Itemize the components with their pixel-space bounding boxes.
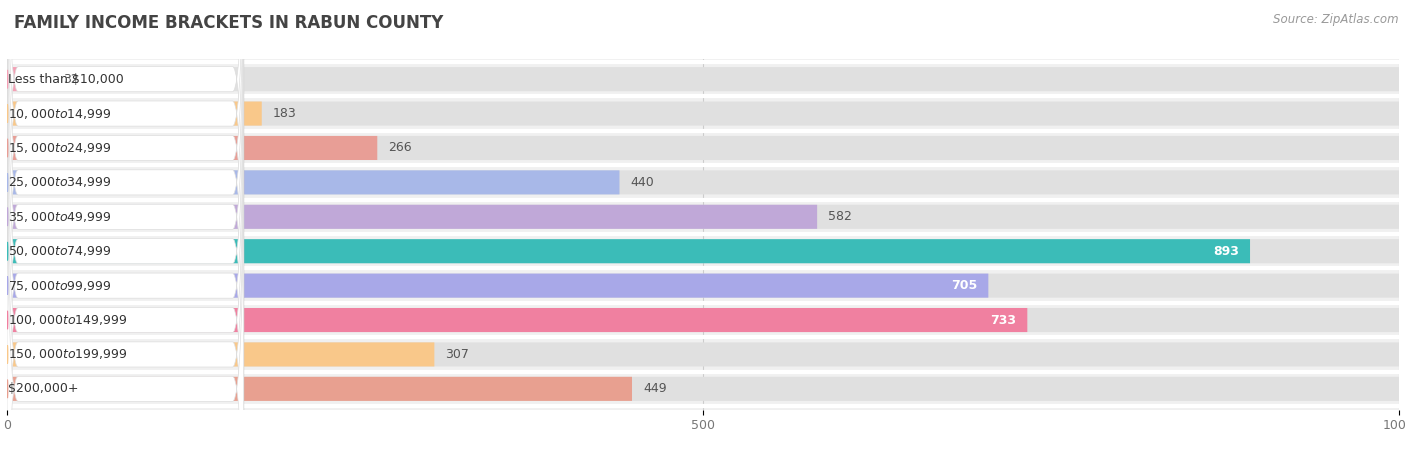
- FancyBboxPatch shape: [7, 274, 1399, 297]
- FancyBboxPatch shape: [7, 102, 1399, 126]
- Text: $35,000 to $49,999: $35,000 to $49,999: [7, 210, 111, 224]
- Text: 893: 893: [1213, 245, 1239, 258]
- FancyBboxPatch shape: [7, 102, 262, 126]
- FancyBboxPatch shape: [7, 239, 1250, 263]
- FancyBboxPatch shape: [7, 0, 243, 450]
- FancyBboxPatch shape: [7, 0, 243, 450]
- Text: 183: 183: [273, 107, 297, 120]
- FancyBboxPatch shape: [7, 274, 988, 297]
- FancyBboxPatch shape: [7, 377, 633, 401]
- FancyBboxPatch shape: [7, 67, 52, 91]
- Text: $150,000 to $199,999: $150,000 to $199,999: [7, 347, 127, 361]
- FancyBboxPatch shape: [7, 342, 434, 366]
- FancyBboxPatch shape: [7, 308, 1399, 332]
- Text: FAMILY INCOME BRACKETS IN RABUN COUNTY: FAMILY INCOME BRACKETS IN RABUN COUNTY: [14, 14, 443, 32]
- FancyBboxPatch shape: [7, 308, 1028, 332]
- FancyBboxPatch shape: [7, 0, 243, 376]
- Text: $75,000 to $99,999: $75,000 to $99,999: [7, 279, 111, 292]
- FancyBboxPatch shape: [7, 0, 243, 411]
- FancyBboxPatch shape: [7, 171, 620, 194]
- FancyBboxPatch shape: [7, 205, 817, 229]
- Text: 440: 440: [631, 176, 654, 189]
- Text: $200,000+: $200,000+: [7, 382, 79, 396]
- FancyBboxPatch shape: [7, 92, 243, 450]
- Text: 32: 32: [63, 72, 79, 86]
- FancyBboxPatch shape: [7, 67, 1399, 91]
- Text: $25,000 to $34,999: $25,000 to $34,999: [7, 176, 111, 189]
- FancyBboxPatch shape: [7, 0, 243, 445]
- Text: $15,000 to $24,999: $15,000 to $24,999: [7, 141, 111, 155]
- Text: 733: 733: [990, 314, 1017, 327]
- Text: Less than $10,000: Less than $10,000: [7, 72, 124, 86]
- Text: $10,000 to $14,999: $10,000 to $14,999: [7, 107, 111, 121]
- Text: Source: ZipAtlas.com: Source: ZipAtlas.com: [1274, 14, 1399, 27]
- FancyBboxPatch shape: [7, 377, 1399, 401]
- Text: 307: 307: [446, 348, 470, 361]
- Text: $100,000 to $149,999: $100,000 to $149,999: [7, 313, 127, 327]
- FancyBboxPatch shape: [7, 23, 243, 450]
- FancyBboxPatch shape: [7, 342, 1399, 366]
- Text: 582: 582: [828, 210, 852, 223]
- FancyBboxPatch shape: [7, 239, 1399, 263]
- FancyBboxPatch shape: [7, 136, 377, 160]
- FancyBboxPatch shape: [7, 205, 1399, 229]
- FancyBboxPatch shape: [7, 136, 1399, 160]
- Text: $50,000 to $74,999: $50,000 to $74,999: [7, 244, 111, 258]
- Text: 266: 266: [388, 141, 412, 154]
- FancyBboxPatch shape: [7, 126, 243, 450]
- Text: 449: 449: [643, 382, 666, 396]
- FancyBboxPatch shape: [7, 171, 1399, 194]
- FancyBboxPatch shape: [7, 0, 243, 342]
- FancyBboxPatch shape: [7, 57, 243, 450]
- Text: 705: 705: [950, 279, 977, 292]
